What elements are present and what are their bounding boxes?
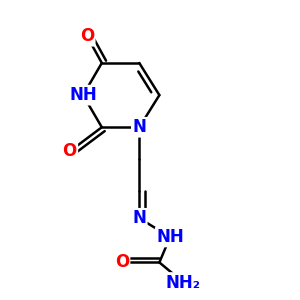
Text: N: N — [132, 209, 146, 227]
Text: NH: NH — [156, 228, 184, 246]
Text: N: N — [132, 118, 146, 136]
Text: NH: NH — [69, 86, 97, 104]
Text: O: O — [80, 27, 94, 45]
Text: NH₂: NH₂ — [166, 274, 201, 292]
Text: O: O — [115, 254, 129, 272]
Text: O: O — [63, 142, 77, 160]
